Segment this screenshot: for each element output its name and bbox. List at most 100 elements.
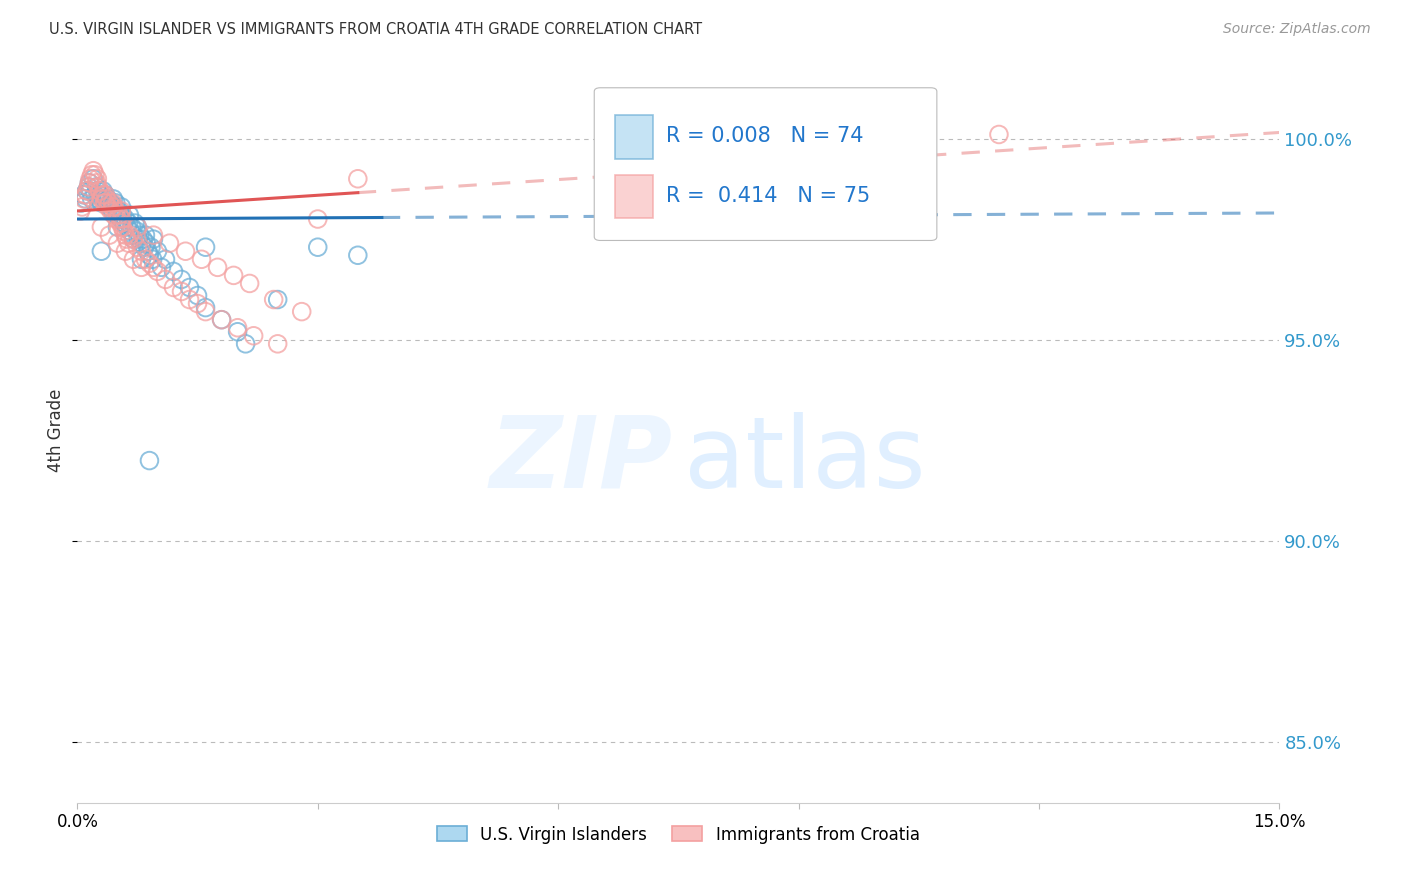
- Point: [131, 252, 153, 267]
- Text: atlas: atlas: [685, 412, 927, 508]
- Point: [127, 220, 149, 235]
- Point: [73, 187, 96, 202]
- Point: [186, 288, 209, 302]
- Point: [226, 325, 249, 339]
- Point: [132, 232, 155, 246]
- Point: [179, 293, 201, 307]
- Point: [127, 220, 149, 235]
- Point: [121, 220, 143, 235]
- Point: [127, 232, 149, 246]
- Point: [150, 260, 173, 275]
- Point: [222, 268, 245, 283]
- Text: R = 0.008   N = 74: R = 0.008 N = 74: [666, 126, 863, 146]
- Point: [91, 187, 114, 202]
- Point: [170, 285, 193, 299]
- Point: [107, 208, 129, 222]
- Point: [89, 187, 111, 202]
- Point: [122, 228, 145, 243]
- Point: [114, 244, 136, 259]
- Point: [108, 208, 131, 222]
- Point: [146, 264, 169, 278]
- Point: [87, 179, 110, 194]
- Point: [101, 204, 124, 219]
- Point: [86, 179, 108, 194]
- Point: [114, 212, 136, 227]
- Point: [90, 192, 112, 206]
- Point: [84, 187, 107, 202]
- FancyBboxPatch shape: [595, 87, 936, 241]
- Point: [117, 236, 139, 251]
- Point: [110, 200, 132, 214]
- Point: [110, 212, 132, 227]
- Point: [96, 192, 118, 206]
- Point: [79, 176, 101, 190]
- Point: [103, 208, 125, 222]
- Point: [114, 228, 136, 243]
- Point: [97, 192, 120, 206]
- Point: [70, 195, 93, 210]
- Point: [162, 280, 184, 294]
- Text: R =  0.414   N = 75: R = 0.414 N = 75: [666, 186, 870, 206]
- Point: [346, 171, 368, 186]
- Point: [207, 260, 229, 275]
- Point: [170, 272, 193, 286]
- Point: [101, 195, 124, 210]
- Point: [142, 228, 165, 243]
- Point: [131, 236, 153, 251]
- Point: [104, 195, 127, 210]
- Point: [239, 277, 262, 291]
- Point: [98, 200, 121, 214]
- Point: [291, 304, 314, 318]
- Point: [179, 280, 201, 294]
- Point: [96, 195, 118, 210]
- Point: [97, 200, 120, 214]
- Point: [118, 208, 141, 222]
- Point: [124, 216, 146, 230]
- Point: [125, 224, 148, 238]
- Point: [131, 260, 153, 275]
- Point: [112, 224, 135, 238]
- Y-axis label: 4th Grade: 4th Grade: [48, 389, 66, 472]
- Point: [90, 220, 112, 235]
- Point: [138, 248, 160, 262]
- Point: [174, 244, 197, 259]
- Point: [307, 240, 329, 254]
- Point: [107, 220, 129, 235]
- Point: [190, 252, 212, 267]
- Point: [235, 336, 257, 351]
- Point: [159, 236, 181, 251]
- Point: [94, 195, 117, 210]
- Point: [94, 187, 117, 202]
- Point: [80, 168, 103, 182]
- Point: [128, 228, 150, 243]
- Point: [155, 272, 177, 286]
- Point: [86, 184, 108, 198]
- Point: [111, 208, 134, 222]
- Point: [110, 212, 132, 227]
- Point: [117, 216, 139, 230]
- Point: [77, 179, 100, 194]
- Point: [122, 232, 145, 246]
- Point: [134, 252, 156, 267]
- Point: [111, 220, 134, 235]
- Point: [100, 195, 122, 210]
- Point: [194, 240, 217, 254]
- Point: [77, 179, 100, 194]
- Point: [162, 264, 184, 278]
- Point: [136, 244, 159, 259]
- Point: [118, 228, 141, 243]
- Point: [127, 240, 149, 254]
- Point: [79, 176, 101, 190]
- Point: [226, 320, 249, 334]
- Point: [120, 224, 142, 238]
- Point: [211, 312, 233, 326]
- Point: [122, 232, 145, 246]
- Point: [79, 171, 101, 186]
- Point: [988, 128, 1011, 142]
- Point: [115, 220, 138, 235]
- Point: [108, 204, 131, 219]
- Point: [75, 187, 97, 202]
- Point: [115, 232, 138, 246]
- Point: [90, 195, 112, 210]
- Text: Source: ZipAtlas.com: Source: ZipAtlas.com: [1223, 22, 1371, 37]
